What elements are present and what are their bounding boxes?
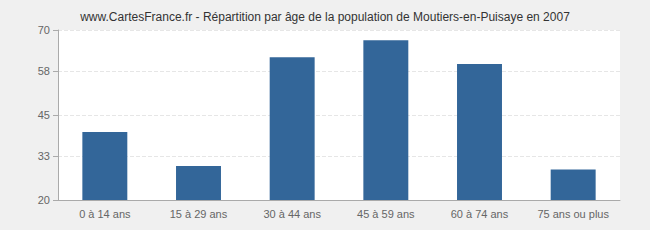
svg-text:www.CartesFrance.fr - Répartit: www.CartesFrance.fr - Répartition par âg… [79,10,570,24]
svg-text:45 à 59 ans: 45 à 59 ans [357,208,415,220]
svg-text:20: 20 [38,194,50,206]
svg-text:70: 70 [38,24,50,36]
svg-text:58: 58 [38,65,50,77]
svg-text:60 à 74 ans: 60 à 74 ans [451,208,509,220]
svg-text:45: 45 [38,109,50,121]
svg-text:0 à 14 ans: 0 à 14 ans [79,208,131,220]
svg-text:15 à 29 ans: 15 à 29 ans [170,208,228,220]
svg-text:75 ans ou plus: 75 ans ou plus [537,208,609,220]
svg-text:33: 33 [38,150,50,162]
svg-text:30 à 44 ans: 30 à 44 ans [263,208,321,220]
